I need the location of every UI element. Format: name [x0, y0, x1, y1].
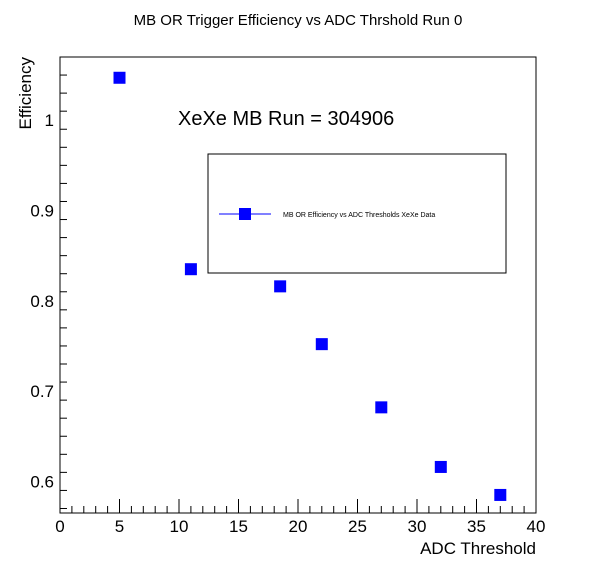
y-tick-label: 0.8: [30, 292, 54, 311]
data-point: [315, 338, 328, 351]
chart-title: MB OR Trigger Efficiency vs ADC Thrshold…: [134, 12, 463, 29]
y-tick-label: 0.6: [30, 472, 54, 491]
x-tick-label: 20: [289, 517, 308, 536]
x-tick-label: 40: [527, 517, 546, 536]
run-annotation: XeXe MB Run = 304906: [178, 108, 394, 130]
x-tick-label: 15: [229, 517, 248, 536]
x-tick-label: 35: [467, 517, 486, 536]
legend: MB OR Efficiency vs ADC Thresholds XeXe …: [207, 153, 507, 274]
data-point: [434, 460, 447, 473]
y-axis-label: Efficiency: [16, 57, 35, 130]
legend-label: MB OR Efficiency vs ADC Thresholds XeXe …: [283, 212, 435, 219]
x-axis-label: ADC Threshold: [420, 539, 536, 558]
data-point: [184, 263, 197, 276]
data-point: [375, 401, 388, 414]
x-axis-ticks: 0 5 10 15 20 25 30 35 40: [55, 499, 545, 536]
data-points: [113, 71, 507, 501]
x-tick-label: 0: [55, 517, 64, 536]
data-point: [494, 488, 507, 501]
x-tick-label: 5: [115, 517, 124, 536]
y-tick-label: 0.7: [30, 382, 54, 401]
x-tick-label: 10: [170, 517, 189, 536]
data-point: [274, 280, 287, 293]
x-tick-label: 25: [348, 517, 367, 536]
x-tick-label: 30: [408, 517, 427, 536]
y-tick-label: 1: [45, 111, 54, 130]
legend-marker: [239, 208, 251, 220]
y-tick-label: 0.9: [30, 202, 54, 221]
data-point: [113, 71, 126, 84]
y-axis-ticks: 0.6 0.7 0.8 0.9 1: [30, 56, 67, 509]
